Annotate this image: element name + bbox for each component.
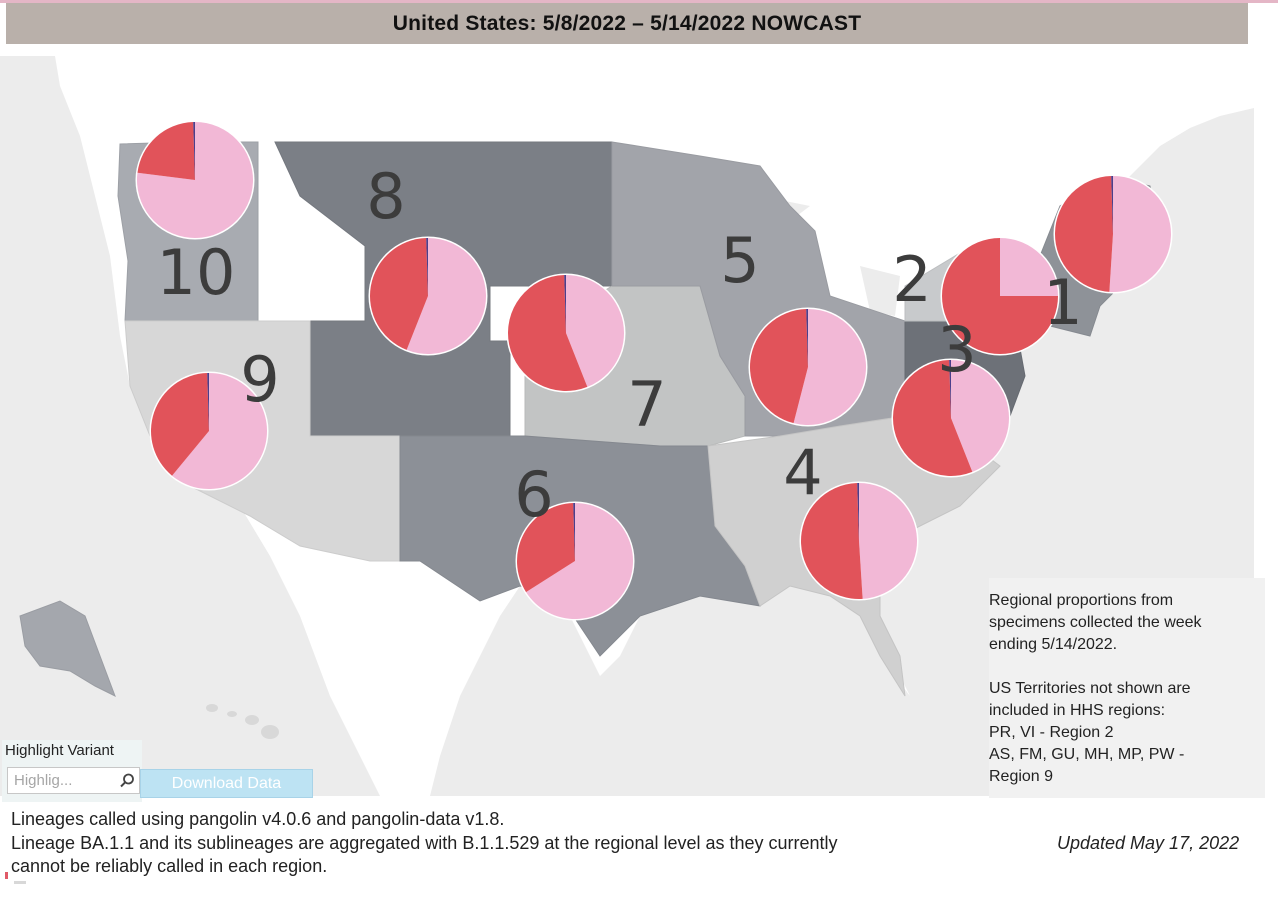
pie-slice-sliver[interactable] bbox=[426, 237, 428, 296]
region-8-label: 8 bbox=[366, 160, 405, 233]
note-paragraph-territories: US Territories not shown are included in… bbox=[989, 680, 1191, 785]
footer-pangolin-note: Lineages called using pangolin v4.0.6 an… bbox=[11, 809, 505, 829]
footer-lineage-note-continued: cannot be reliably called in each region… bbox=[11, 856, 328, 876]
pie-slice-pink[interactable] bbox=[1109, 176, 1171, 292]
region-5-pie[interactable] bbox=[748, 307, 868, 427]
region-4-pie[interactable] bbox=[799, 481, 919, 601]
hawaii-shape[interactable] bbox=[206, 704, 279, 739]
region-9-label: 9 bbox=[240, 343, 279, 416]
region-labels: 10 8 9 5 7 6 4 2 3 1 bbox=[157, 160, 1083, 531]
us-region-map[interactable]: 10 8 9 5 7 6 4 2 3 1 bbox=[0, 56, 1254, 796]
pie-slice-sliver[interactable] bbox=[193, 122, 195, 180]
pie-slice-red[interactable] bbox=[137, 122, 195, 180]
title-bar: United States: 5/8/2022 – 5/14/2022 NOWC… bbox=[6, 3, 1248, 44]
search-icon[interactable] bbox=[118, 772, 136, 790]
note-paragraph-proportions: Regional proportions from specimens coll… bbox=[989, 592, 1202, 653]
region-7-label: 7 bbox=[627, 368, 666, 441]
region-1-label: 1 bbox=[1043, 266, 1082, 339]
pie-slice-red[interactable] bbox=[1055, 176, 1113, 292]
pie-slice-pink[interactable] bbox=[951, 360, 1009, 472]
lake-huron bbox=[860, 266, 900, 316]
pie-charts bbox=[135, 120, 1173, 621]
pie-slice-red[interactable] bbox=[507, 275, 588, 391]
pie-slice-red[interactable] bbox=[750, 309, 808, 424]
download-data-button[interactable]: Download Data bbox=[140, 769, 313, 798]
pie-slice-pink[interactable] bbox=[859, 483, 918, 599]
region-5-label: 5 bbox=[720, 224, 759, 297]
pie-slice-sliver[interactable] bbox=[857, 483, 859, 541]
region-4-label: 4 bbox=[783, 436, 822, 509]
alaska-shape[interactable] bbox=[19, 600, 116, 698]
pie-slice-red[interactable] bbox=[517, 503, 575, 593]
highlight-variant-label: Highlight Variant bbox=[5, 742, 114, 759]
pie-slice-red[interactable] bbox=[892, 360, 973, 476]
pie-slice-sliver[interactable] bbox=[949, 360, 951, 418]
pie-slice-red[interactable] bbox=[801, 483, 863, 599]
pie-slice-red[interactable] bbox=[942, 238, 1058, 354]
highlight-variant-widget: Highlight Variant bbox=[2, 740, 142, 802]
footer-lineage-note: Lineage BA.1.1 and its sublineages are a… bbox=[11, 833, 838, 853]
pie-slice-pink[interactable] bbox=[172, 373, 267, 489]
region-6-label: 6 bbox=[514, 458, 553, 531]
regional-note: Regional proportions from specimens coll… bbox=[989, 578, 1265, 798]
region-10-label: 10 bbox=[157, 236, 236, 309]
pie-slice-sliver[interactable] bbox=[806, 309, 808, 367]
region-7-pie[interactable] bbox=[506, 273, 626, 393]
region-3-pie[interactable] bbox=[891, 358, 1011, 478]
pie-slice-pink[interactable] bbox=[406, 238, 486, 354]
region-2-pie[interactable] bbox=[940, 236, 1060, 356]
top-accent-line bbox=[0, 0, 1278, 3]
region-2-label: 2 bbox=[892, 243, 931, 316]
highlight-variant-input[interactable] bbox=[7, 767, 140, 794]
pie-slice-red[interactable] bbox=[151, 373, 209, 476]
region-8-pie[interactable] bbox=[368, 236, 488, 356]
region-10-pie[interactable] bbox=[135, 120, 255, 240]
region-3-label: 3 bbox=[937, 313, 976, 386]
corner-scroll-stub bbox=[14, 881, 26, 884]
pie-slice-red[interactable] bbox=[370, 238, 428, 350]
pie-slice-pink[interactable] bbox=[566, 275, 624, 387]
updated-date: Updated May 17, 2022 bbox=[1057, 833, 1240, 853]
pie-slice-sliver[interactable] bbox=[1111, 176, 1113, 234]
pie-slice-pink[interactable] bbox=[526, 503, 633, 619]
pie-slice-pink[interactable] bbox=[793, 309, 866, 425]
corner-marker bbox=[5, 872, 8, 879]
page-title: United States: 5/8/2022 – 5/14/2022 NOWC… bbox=[392, 11, 862, 35]
region-6-pie[interactable] bbox=[515, 501, 635, 621]
pie-slice-sliver[interactable] bbox=[573, 502, 575, 561]
region-1-pie[interactable] bbox=[1053, 174, 1173, 294]
map-panel[interactable]: 10 8 9 5 7 6 4 2 3 1 bbox=[0, 56, 1254, 796]
pie-slice-pink[interactable] bbox=[1000, 238, 1058, 296]
region-9-pie[interactable] bbox=[149, 371, 269, 491]
pie-slice-sliver[interactable] bbox=[564, 275, 566, 333]
pie-slice-sliver[interactable] bbox=[207, 373, 209, 431]
